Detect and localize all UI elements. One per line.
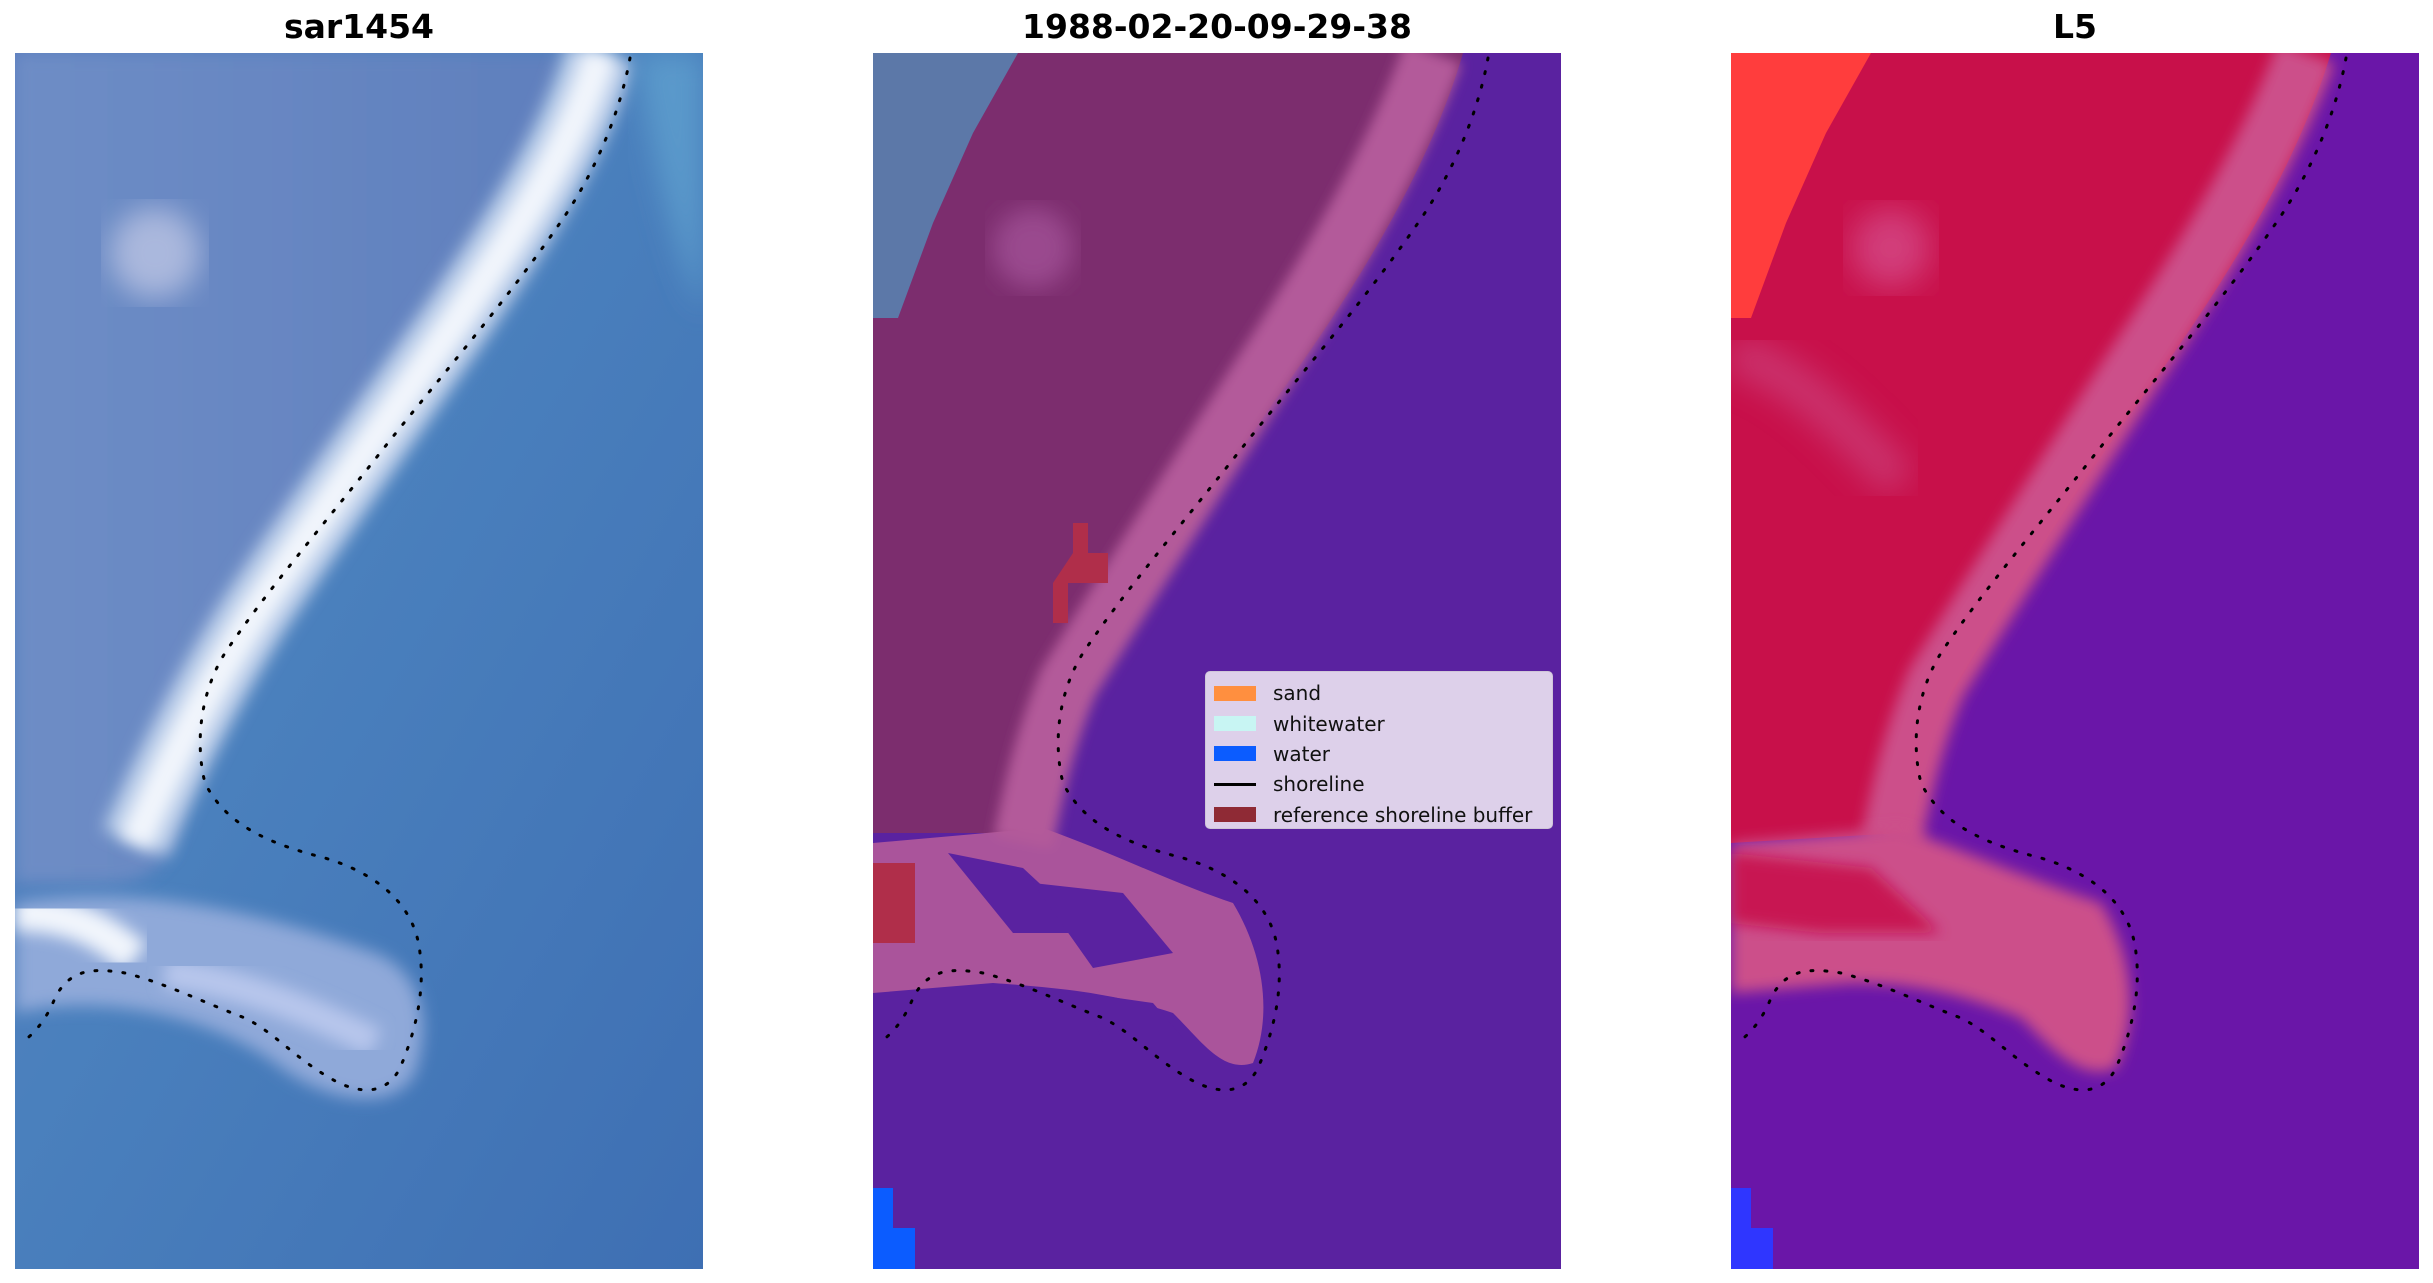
panel-title-sar: sar1454 xyxy=(283,7,435,46)
legend-item-reference-shoreline-buffer: reference shoreline buffer xyxy=(1214,800,1552,830)
sar-image-panel xyxy=(15,53,703,1269)
panel-title-date: 1988-02-20-09-29-38 xyxy=(1022,7,1412,46)
legend: sand whitewater water shoreline referenc… xyxy=(1205,671,1553,829)
classified-image xyxy=(873,53,1561,1269)
legend-label-whitewater: whitewater xyxy=(1273,711,1385,736)
legend-item-sand: sand xyxy=(1214,678,1552,708)
sand-swatch xyxy=(1214,685,1256,701)
probability-image-panel xyxy=(1731,53,2419,1269)
probability-image xyxy=(1731,53,2419,1269)
legend-label-water: water xyxy=(1273,741,1330,766)
legend-item-whitewater: whitewater xyxy=(1214,708,1552,738)
legend-label-reference-shoreline-buffer: reference shoreline buffer xyxy=(1273,802,1533,827)
reference-shoreline-buffer-swatch xyxy=(1214,807,1256,823)
shoreline-line-swatch xyxy=(1214,782,1256,786)
panel-title-l5: L5 xyxy=(2053,7,2097,46)
legend-label-shoreline: shoreline xyxy=(1273,772,1365,797)
sar-image xyxy=(15,53,703,1269)
legend-item-water: water xyxy=(1214,739,1552,769)
legend-label-sand: sand xyxy=(1273,681,1322,706)
whitewater-swatch xyxy=(1214,716,1256,732)
legend-item-shoreline: shoreline xyxy=(1214,769,1552,799)
classified-image-panel xyxy=(873,53,1561,1269)
water-swatch xyxy=(1214,746,1256,762)
